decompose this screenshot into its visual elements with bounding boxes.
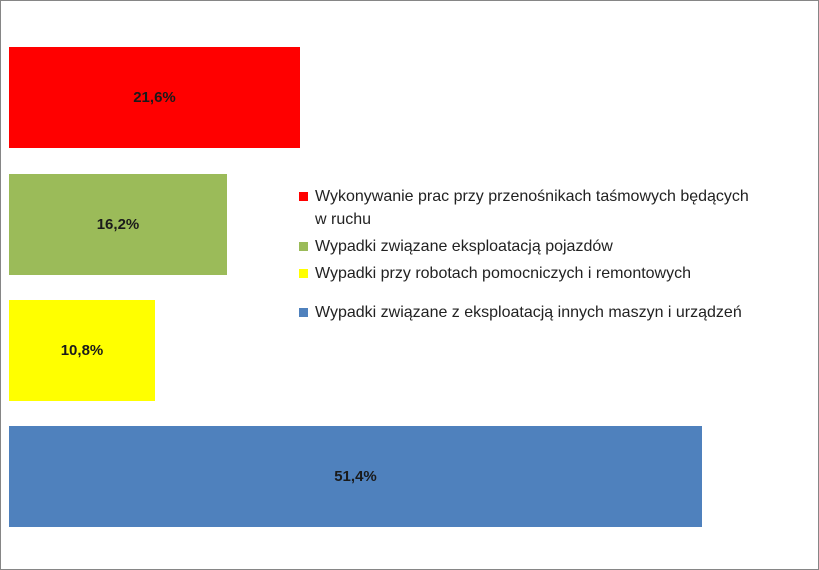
legend-swatch-3 [299, 269, 308, 278]
bar-1: 21,6% [9, 47, 300, 148]
bar-3-value-label: 10,8% [60, 342, 104, 359]
legend-text-3: Wypadki przy robotach pomocniczych i rem… [315, 265, 692, 282]
legend-item-4: Wypadki związane z eksploatacją innych m… [299, 301, 809, 324]
bar-4: 51,4% [9, 426, 702, 527]
legend-swatch-2 [299, 242, 308, 251]
legend: Wykonywanie prac przy przenośnikach taśm… [299, 185, 809, 340]
bar-2-value-label: 16,2% [96, 216, 140, 233]
bar-3: 10,8% [9, 300, 155, 401]
legend-item-1: Wykonywanie prac przy przenośnikach taśm… [299, 185, 755, 231]
bar-2: 16,2% [9, 174, 227, 275]
legend-item-3: Wypadki przy robotach pomocniczych i rem… [299, 262, 809, 285]
bar-1-value-label: 21,6% [133, 89, 176, 106]
legend-text-4: Wypadki związane z eksploatacją innych m… [315, 304, 742, 321]
bar-4-value-label: 51,4% [334, 468, 377, 485]
legend-swatch-4 [299, 308, 308, 317]
legend-text-1: Wykonywanie prac przy przenośnikach taśm… [315, 188, 749, 228]
legend-text-2: Wypadki związane eksploatacją pojazdów [315, 238, 613, 255]
legend-swatch-1 [299, 192, 308, 201]
legend-item-2: Wypadki związane eksploatacją pojazdów [299, 235, 809, 258]
